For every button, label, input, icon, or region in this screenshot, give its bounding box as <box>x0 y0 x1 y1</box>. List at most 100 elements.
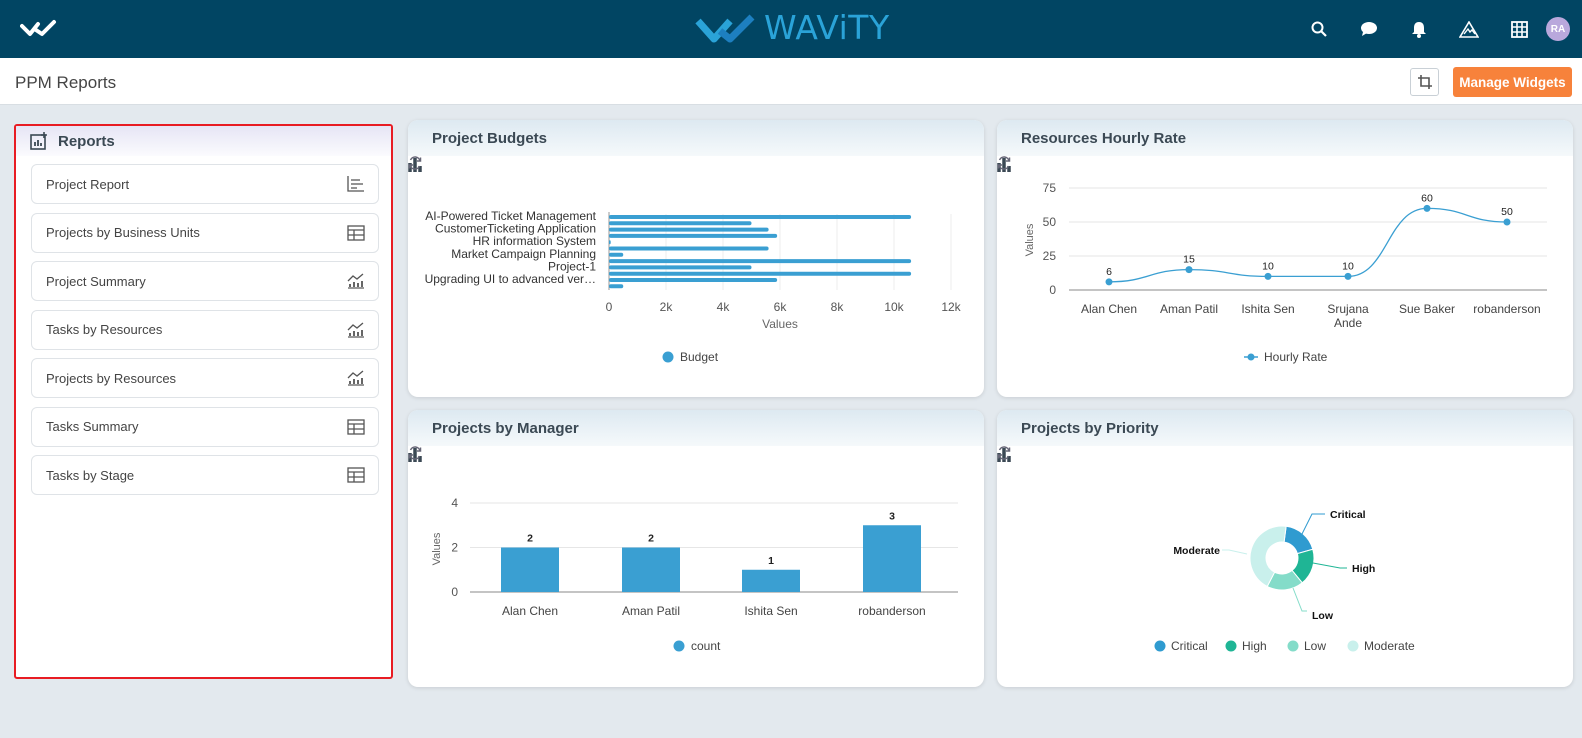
hourly-rate-title: Resources Hourly Rate <box>1021 129 1187 147</box>
grid-icon[interactable] <box>1494 14 1544 44</box>
refresh-icon[interactable] <box>997 446 1011 460</box>
slice-label: High <box>1352 563 1375 575</box>
home-logo-icon[interactable] <box>20 18 58 43</box>
legend-label: count <box>691 639 721 653</box>
data-label: 10 <box>1342 260 1354 272</box>
report-item[interactable]: Tasks by Stage <box>31 455 379 495</box>
chart-icon <box>347 370 365 389</box>
x-tick-label: Alan Chen <box>502 604 558 618</box>
y-tick-label: Market Campaign Planning <box>451 247 596 261</box>
y-tick-label: 2 <box>451 541 458 555</box>
y-tick-label: 75 <box>1043 181 1057 195</box>
data-label: 10 <box>1262 260 1274 272</box>
y-tick-label: 25 <box>1043 249 1057 263</box>
report-item-label: Projects by Business Units <box>46 225 200 240</box>
legend-label: Budget <box>680 350 719 364</box>
y-axis-label: Values <box>431 532 443 565</box>
leader-line <box>1301 513 1325 535</box>
legend-label: Low <box>1304 639 1326 653</box>
refresh-icon[interactable] <box>408 156 422 170</box>
report-item-label: Tasks by Stage <box>46 467 135 483</box>
bar <box>609 227 769 232</box>
refresh-icon[interactable] <box>997 156 1011 170</box>
report-item[interactable]: Projects by Resources <box>31 358 379 398</box>
bar <box>501 547 559 592</box>
bar <box>609 233 778 238</box>
legend-marker <box>1154 640 1166 652</box>
bar <box>609 259 912 264</box>
data-point <box>1185 266 1193 274</box>
projects-by-priority-chart: Critical High Low Moderate Critical High Low Mo… <box>1154 509 1415 653</box>
bell-icon[interactable] <box>1394 14 1444 44</box>
y-tick-label: Project-1 <box>548 259 596 273</box>
report-item[interactable]: Tasks Summary <box>31 406 379 447</box>
report-item-label: Project Summary <box>46 273 146 289</box>
crop-icon <box>1417 75 1432 89</box>
reports-panel: Reports Project Report Projects by Busine… <box>14 124 393 679</box>
report-item[interactable]: Project Report <box>31 164 379 204</box>
project-budgets-widget: Project Budgets 0 2k 4k 6k 8k 10k 12k AI-Powere… <box>408 120 984 397</box>
bar <box>609 278 778 282</box>
bar <box>609 215 912 219</box>
legend-label: Hourly Rate <box>1264 350 1328 364</box>
series-line <box>1108 207 1508 283</box>
manage-widgets-button[interactable]: Manage Widgets <box>1453 67 1572 97</box>
refresh-icon[interactable] <box>408 446 422 460</box>
x-tick-label: Sue Baker <box>1399 302 1455 316</box>
projects-by-priority-widget: Projects by Priority Critical High Low Mode… <box>997 410 1573 687</box>
data-label: 6 <box>1106 266 1112 278</box>
x-tick-label: Ande <box>1334 316 1362 330</box>
bar <box>609 265 752 270</box>
data-label: 2 <box>648 533 654 545</box>
data-label: 15 <box>1183 254 1195 266</box>
crop-button[interactable] <box>1410 68 1439 96</box>
data-point <box>1423 204 1431 212</box>
search-icon[interactable] <box>1294 14 1344 44</box>
bar <box>609 252 624 257</box>
data-label: 2 <box>527 533 533 545</box>
alert-icon[interactable] <box>1444 14 1494 44</box>
x-tick-label: Ishita Sen <box>744 604 797 618</box>
data-label: 60 <box>1421 192 1433 204</box>
x-tick-label: 10k <box>884 300 904 314</box>
bar <box>863 525 921 592</box>
project-budgets-chart: 0 2k 4k 6k 8k 10k 12k AI-Powered Ticket Managem… <box>425 209 962 364</box>
projects-by-manager-title: Projects by Manager <box>432 419 579 437</box>
legend-label: High <box>1242 639 1267 653</box>
x-tick-label: 6k <box>774 300 788 314</box>
pie-slice <box>1249 525 1287 588</box>
project-budgets-title: Project Budgets <box>432 129 548 147</box>
table-icon <box>347 467 365 486</box>
projects-by-manager-header: Projects by Manager <box>408 410 984 462</box>
leader-line <box>1312 562 1347 569</box>
chart-icon <box>347 273 365 292</box>
x-tick-label: Srujana <box>1327 302 1369 316</box>
page-title: PPM Reports <box>15 73 117 92</box>
projects-by-manager-chart: 0 2 4 Values 2 2 1 3 Alan Chen Aman Patil Ishita S… <box>431 496 958 653</box>
leader-line <box>1292 587 1307 612</box>
y-tick-label: 4 <box>451 496 458 510</box>
bar <box>742 569 800 592</box>
y-tick-label: CustomerTicketing Application <box>435 222 596 236</box>
data-point <box>1344 272 1352 280</box>
table-icon <box>347 224 365 244</box>
legend-label: Critical <box>1171 639 1208 653</box>
x-tick-label: Aman Patil <box>1160 302 1218 316</box>
legend-label: Moderate <box>1364 639 1415 653</box>
bar <box>609 240 611 245</box>
bar <box>622 547 680 592</box>
avatar[interactable]: RA <box>1546 17 1570 41</box>
report-item[interactable]: Project Summary <box>31 261 379 301</box>
report-item[interactable]: Projects by Business Units <box>31 212 379 253</box>
reports-icon <box>30 132 47 150</box>
x-tick-label: Aman Patil <box>622 604 680 618</box>
report-item[interactable]: Tasks by Resources <box>31 309 379 350</box>
y-tick-label: HR information System <box>473 234 596 248</box>
top-bar: WAViTY RA <box>0 0 1582 58</box>
projects-by-priority-header: Projects by Priority <box>997 410 1573 462</box>
leader-line <box>1222 549 1248 555</box>
legend-marker <box>1347 640 1359 652</box>
chat-icon[interactable] <box>1344 14 1394 44</box>
x-axis-label: Values <box>762 317 798 331</box>
legend-marker <box>1287 640 1299 652</box>
